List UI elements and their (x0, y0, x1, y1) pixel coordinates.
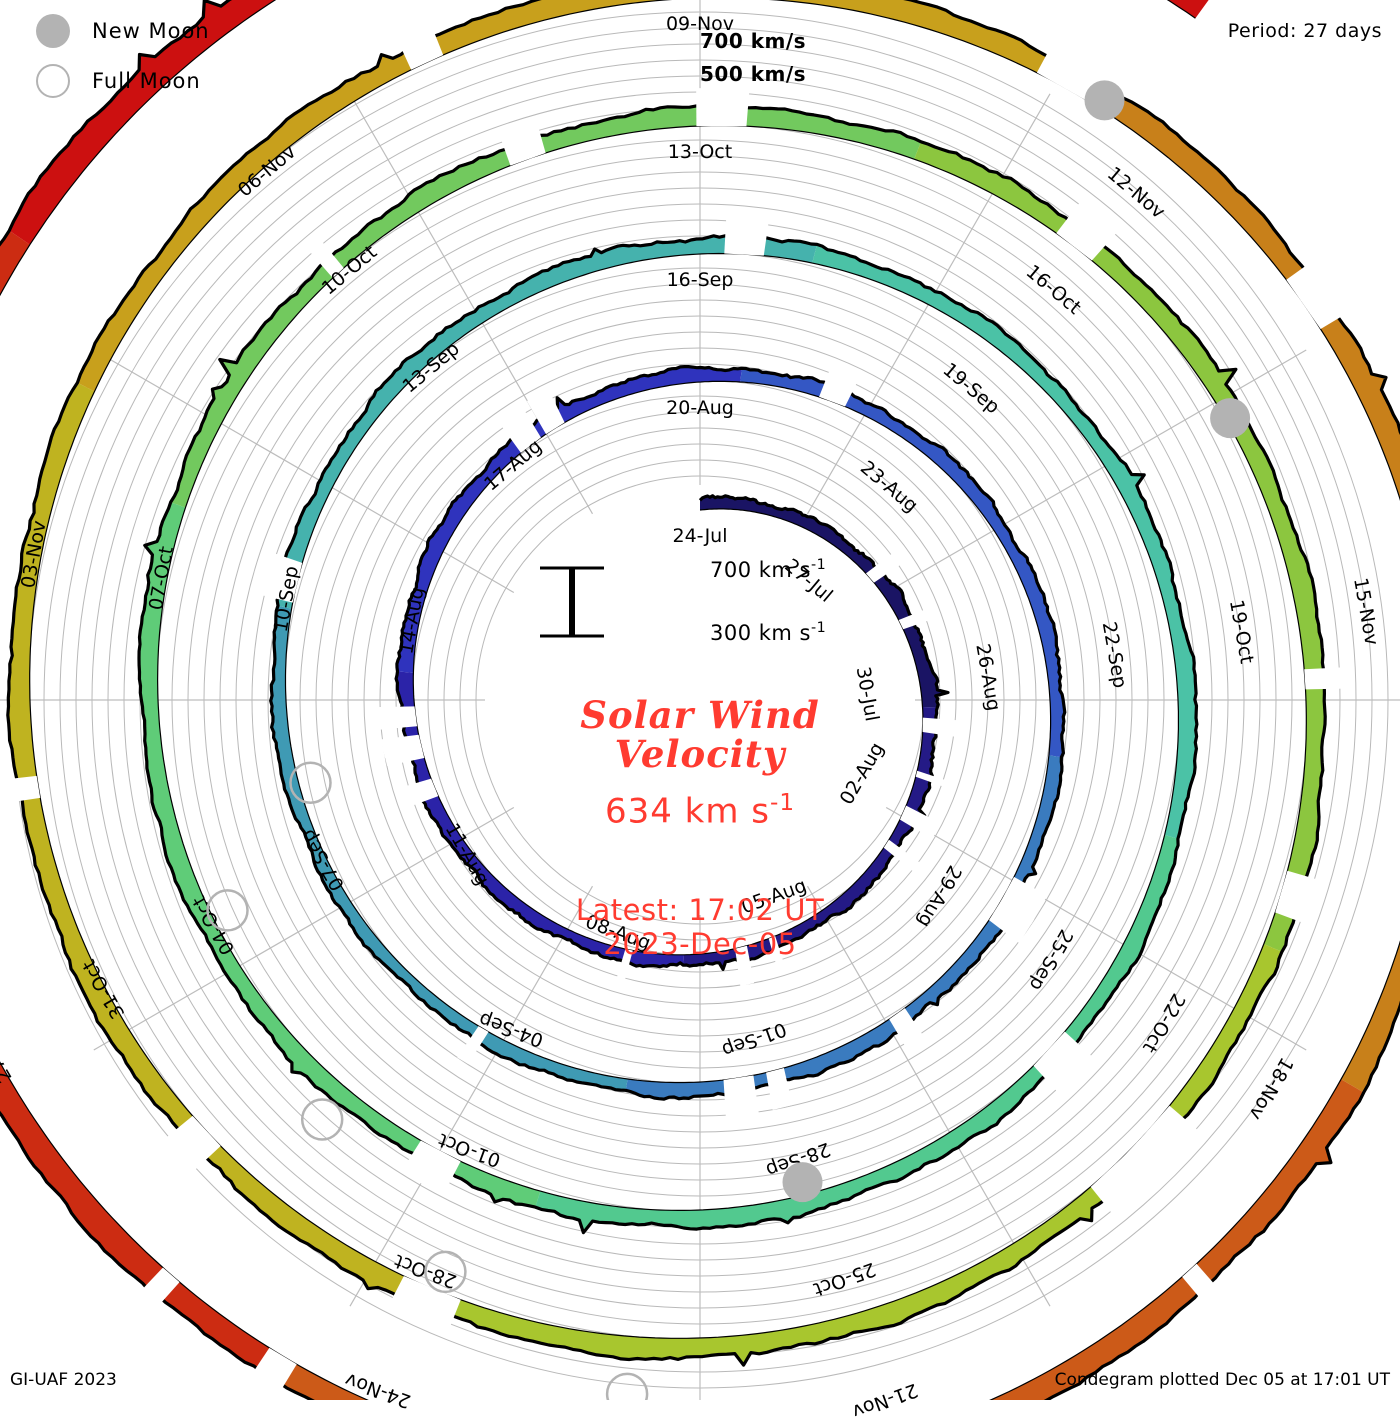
scale-bar-upper-text: 700 km s (710, 558, 811, 582)
data-gap (915, 770, 954, 790)
period-label: Period: 27 days (1227, 20, 1382, 42)
scale-bar-upper-label: 700 km s-1 (710, 557, 826, 582)
spiral-band-segment (7, 382, 425, 1302)
scale-bar-lower-label: 300 km s-1 (710, 620, 826, 645)
spiral-band-segment (269, 1079, 1364, 1400)
spiral-band-segment (77, 0, 1053, 392)
data-gap (376, 706, 418, 730)
data-gap (1090, 1155, 1151, 1217)
data-gap (1304, 667, 1344, 690)
spiral-date-label: 09-Nov (665, 13, 735, 35)
data-gap (457, 1026, 489, 1064)
current-velocity-value: 634 km s-1 (400, 790, 1000, 831)
chart-title-line2: Velocity (614, 731, 786, 776)
full-moon-label: Full Moon (92, 69, 201, 93)
spiral-date-label: 24-Jul (672, 525, 728, 547)
new-moon-icon (36, 14, 70, 48)
data-gap (1286, 257, 1354, 330)
outer-scale-upper-label: 700 km/s (700, 29, 807, 53)
data-gap (768, 936, 787, 976)
data-gap (307, 238, 344, 279)
spiral-band-segment (0, 230, 284, 1379)
data-gap (400, 1140, 461, 1196)
chart-title-line1: Solar Wind (580, 693, 820, 737)
full-moon-icon (36, 64, 70, 98)
latest-date: 2023-Dec-05 (603, 927, 797, 962)
legend-row-new-moon: New Moon (20, 6, 210, 56)
current-velocity-number: 634 km s (604, 791, 770, 832)
data-gap (922, 717, 961, 738)
center-mask (516, 516, 884, 884)
data-gap (724, 215, 770, 256)
footer-credit: GI-UAF 2023 (10, 1370, 117, 1390)
data-gap (248, 1347, 297, 1397)
data-gap (394, 778, 439, 810)
chart-title: Solar Wind Velocity (400, 696, 1000, 774)
data-gap (889, 1008, 926, 1052)
data-gap (136, 1267, 180, 1311)
data-gap (380, 734, 425, 766)
data-gap (614, 948, 633, 988)
scale-bar-lower-exp: -1 (811, 620, 827, 636)
data-gap (163, 1115, 221, 1172)
velocity-scale-bar: 700 km s-1 300 km s-1 (400, 550, 1000, 650)
latest-timestamp: Latest: 17:02 UT 2023-Dec-05 (400, 893, 1000, 961)
data-gap (498, 405, 541, 453)
scale-bar-icon (540, 566, 604, 638)
data-gap (255, 550, 303, 603)
data-gap (723, 1075, 759, 1118)
outer-scale-lower-label: 500 km/s (700, 62, 807, 86)
data-gap (899, 805, 940, 840)
moon-legend: New Moon Full Moon (20, 6, 210, 106)
spiral-date-label: 16-Sep (666, 269, 734, 291)
data-gap (1000, 876, 1048, 925)
center-info-block: 700 km s-1 300 km s-1 Solar Wind Velocit… (400, 550, 1000, 961)
spiral-date-label: 20-Aug (666, 397, 734, 419)
scale-bar-lower-text: 300 km s (710, 621, 811, 645)
scale-bar-upper-exp: -1 (811, 557, 827, 573)
data-gap (735, 945, 755, 987)
data-gap (1056, 202, 1118, 261)
data-gap (865, 550, 906, 583)
data-gap (1033, 1031, 1093, 1094)
data-gap (386, 1275, 461, 1336)
data-gap (883, 839, 920, 872)
data-gap (819, 361, 862, 407)
spiral-date-label: 13-Oct (667, 141, 733, 163)
data-gap (1275, 870, 1324, 926)
data-gap (696, 88, 750, 127)
data-gap (395, 19, 444, 70)
data-gap (497, 116, 546, 166)
latest-time: Latest: 17:02 UT (575, 893, 825, 928)
current-velocity-exp: -1 (770, 789, 796, 816)
data-gap (1182, 1263, 1222, 1307)
data-gap (526, 388, 565, 435)
data-gap (766, 1067, 793, 1111)
footer-plot-time: Condegram plotted Dec 05 at 17:01 UT (1054, 1370, 1390, 1390)
legend-row-full-moon: Full Moon (20, 56, 210, 106)
new-moon-label: New Moon (92, 19, 210, 43)
spiral-band-segment (416, 944, 1282, 1366)
data-gap (898, 605, 940, 630)
data-gap (0, 775, 41, 804)
data-gap (988, 898, 1035, 944)
